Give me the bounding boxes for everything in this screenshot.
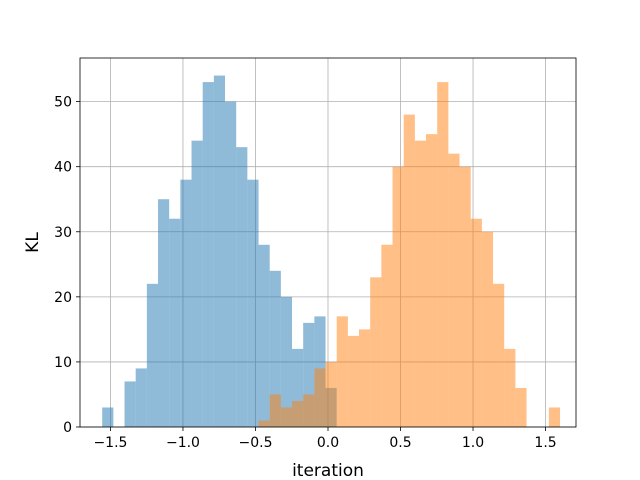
bar-series1-bin24 — [370, 277, 382, 427]
bar-series0-bin13 — [247, 179, 259, 427]
bar-series0-bin7 — [180, 179, 192, 427]
bar-series1-bin18 — [303, 394, 315, 427]
bar-series0-bin3 — [135, 368, 147, 427]
bar-series0-bin5 — [158, 199, 170, 427]
x-tick-label-1: −1.0 — [166, 435, 200, 451]
y-tick-label-2: 20 — [54, 290, 72, 306]
y-axis-ticks: 0 10 20 30 40 50 — [54, 95, 80, 436]
bar-series1-bin37 — [515, 387, 527, 427]
x-tick-label-3: 0.0 — [317, 435, 339, 451]
bar-series1-bin35 — [493, 283, 505, 427]
y-tick-label-4: 40 — [54, 160, 72, 176]
y-tick-label-5: 50 — [54, 95, 72, 111]
bar-series1-bin28 — [414, 140, 427, 427]
x-tick-label-0: −1.5 — [93, 435, 127, 451]
bar-series0-bin11 — [225, 101, 237, 427]
bar-series0-bin16 — [280, 296, 293, 427]
bar-series1-bin26 — [392, 166, 404, 427]
bar-series1-bin16 — [280, 407, 293, 427]
bar-series1-bin15 — [269, 394, 281, 427]
bar-series0-bin9 — [202, 82, 214, 427]
y-tick-label-3: 30 — [54, 225, 72, 241]
x-tick-label-4: 0.5 — [389, 435, 411, 451]
bar-series0-bin10 — [213, 75, 226, 428]
bar-series1-bin36 — [504, 348, 516, 427]
bar-series1-bin27 — [403, 114, 415, 427]
x-tick-label-5: 1.0 — [462, 435, 484, 451]
bar-series1-bin23 — [359, 329, 371, 427]
y-axis-label: KL — [23, 232, 43, 253]
bar-series1-bin33 — [470, 218, 482, 427]
histogram-bars — [102, 75, 561, 428]
x-tick-label-2: −0.5 — [238, 435, 272, 451]
x-tick-label-6: 1.5 — [534, 435, 556, 451]
bar-series0-bin6 — [169, 218, 181, 427]
bar-series0-bin8 — [191, 140, 203, 427]
bar-series0-bin17 — [292, 348, 304, 427]
bar-series1-bin31 — [448, 153, 460, 427]
bar-series1-bin30 — [437, 82, 449, 427]
bar-series1-bin29 — [426, 134, 438, 427]
bar-series0-bin4 — [146, 283, 159, 427]
bar-series0-bin14 — [258, 244, 270, 427]
bar-series0-bin0 — [102, 407, 114, 427]
bar-series1-bin22 — [347, 335, 360, 427]
bar-series1-bin17 — [292, 400, 304, 427]
bar-series1-bin25 — [381, 244, 393, 427]
bar-series1-bin40 — [548, 407, 561, 427]
bar-series1-bin34 — [481, 231, 494, 427]
x-axis-ticks: −1.5 −1.0 −0.5 0.0 0.5 1.0 1.5 — [93, 427, 557, 451]
bar-series0-bin2 — [124, 381, 136, 427]
bar-series1-bin19 — [314, 368, 326, 427]
bar-series0-bin12 — [236, 147, 248, 427]
bar-series0-bin18 — [303, 322, 315, 427]
bar-series1-bin14 — [258, 420, 270, 427]
bar-series1-bin32 — [459, 166, 471, 427]
bar-series1-bin21 — [336, 316, 348, 427]
bar-series0-bin15 — [269, 270, 281, 427]
y-tick-label-1: 10 — [54, 355, 72, 371]
y-tick-label-0: 0 — [63, 420, 72, 436]
x-axis-label: iteration — [292, 461, 364, 480]
bar-series1-bin20 — [325, 361, 337, 427]
